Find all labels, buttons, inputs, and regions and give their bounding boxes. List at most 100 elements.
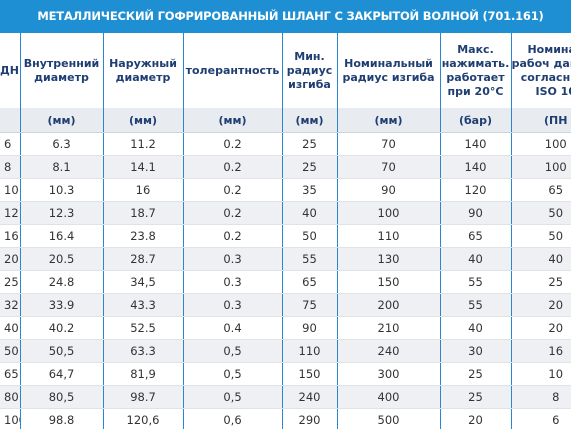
data-cell: 10 [0, 178, 20, 202]
data-cell: 52.5 [102, 316, 183, 340]
data-row: 20 20.5 28.7 0.3 55 130 40 40 [0, 247, 571, 271]
data-cell: 40 [439, 247, 511, 271]
data-cell: 0,6 [182, 408, 282, 429]
data-cell: 55 [439, 270, 511, 294]
header-cell: Номинал рабоч давлен согласн EN ISO 10 [510, 33, 571, 108]
data-cell: 6 [510, 408, 571, 429]
data-cell: 290 [281, 408, 337, 429]
data-cell: 23.8 [102, 224, 183, 248]
data-cell: 10 [510, 362, 571, 386]
data-cell: 100 [336, 201, 440, 225]
data-cell: 50 [0, 339, 20, 363]
data-cell: 28.7 [102, 247, 183, 271]
data-cell: 12.3 [19, 201, 103, 225]
data-cell: 100 [510, 155, 571, 179]
data-row: 16 16.4 23.8 0.2 50 110 65 50 [0, 224, 571, 248]
data-cell: 0.2 [182, 201, 282, 225]
data-cell: 50,5 [19, 339, 103, 363]
data-row: 80 80,5 98.7 0,5 240 400 25 8 [0, 385, 571, 409]
data-cell: 90 [281, 316, 337, 340]
data-cell: 65 [281, 270, 337, 294]
data-cell: 65 [439, 224, 511, 248]
data-cell: 70 [336, 155, 440, 179]
data-cell: 16 [0, 224, 20, 248]
unit-cell [0, 108, 20, 133]
data-cell: 90 [439, 201, 511, 225]
header-cell: Наружный диаметр [102, 33, 183, 108]
header-cell: Внутренний диаметр [19, 33, 103, 108]
unit-cell: (мм) [281, 108, 337, 133]
data-cell: 120,6 [102, 408, 183, 429]
header-cell: ДН [0, 63, 20, 77]
data-cell: 0.2 [182, 178, 282, 202]
units-row: (мм) (мм) (мм) (мм) (мм) (бар) (ПН [0, 108, 571, 133]
data-cell: 200 [336, 293, 440, 317]
data-cell: 0.3 [182, 293, 282, 317]
data-cell: 34,5 [102, 270, 183, 294]
data-cell: 40 [281, 201, 337, 225]
data-cell: 0.2 [182, 132, 282, 156]
unit-cell: (бар) [439, 108, 511, 133]
unit-cell: (мм) [102, 108, 183, 133]
unit-cell: (мм) [182, 108, 282, 133]
data-cell: 110 [281, 339, 337, 363]
data-cell: 0,5 [182, 339, 282, 363]
data-cell: 50 [510, 201, 571, 225]
data-row: 10 10.3 16 0.2 35 90 120 65 [0, 178, 571, 202]
data-cell: 65 [0, 362, 20, 386]
data-cell: 90 [336, 178, 440, 202]
data-cell: 240 [336, 339, 440, 363]
data-cell: 50 [510, 224, 571, 248]
data-cell: 120 [439, 178, 511, 202]
data-row: 12 12.3 18.7 0.2 40 100 90 50 [0, 201, 571, 225]
data-cell: 400 [336, 385, 440, 409]
data-cell: 10.3 [19, 178, 103, 202]
unit-cell: (мм) [336, 108, 440, 133]
data-cell: 25 [0, 270, 20, 294]
data-cell: 0.3 [182, 270, 282, 294]
data-cell: 6 [0, 132, 20, 156]
data-cell: 40 [510, 247, 571, 271]
data-row: 50 50,5 63.3 0,5 110 240 30 16 [0, 339, 571, 363]
data-row: 6 6.3 11.2 0.2 25 70 140 100 [0, 132, 571, 156]
data-cell: 130 [336, 247, 440, 271]
data-cell: 16 [102, 178, 183, 202]
data-cell: 25 [439, 362, 511, 386]
data-cell: 35 [281, 178, 337, 202]
data-cell: 240 [281, 385, 337, 409]
title-bar: МЕТАЛЛИЧЕСКИЙ ГОФРИРОВАННЫЙ ШЛАНГ С ЗАКР… [0, 0, 571, 33]
data-cell: 11.2 [102, 132, 183, 156]
data-cell: 55 [439, 293, 511, 317]
data-cell: 300 [336, 362, 440, 386]
data-cell: 65 [510, 178, 571, 202]
data-cell: 0.4 [182, 316, 282, 340]
header-row: ДН Внутренний диаметр Наружный диаметр толе… [0, 33, 571, 108]
data-row: 25 24.8 34,5 0.3 65 150 55 25 [0, 270, 571, 294]
data-cell: 25 [281, 132, 337, 156]
data-cell: 64,7 [19, 362, 103, 386]
data-cell: 80,5 [19, 385, 103, 409]
data-cell: 0,5 [182, 362, 282, 386]
data-cell: 110 [336, 224, 440, 248]
data-cell: 63.3 [102, 339, 183, 363]
data-cell: 8.1 [19, 155, 103, 179]
data-row: 32 33.9 43.3 0.3 75 200 55 20 [0, 293, 571, 317]
header-cell: Мин. радиус изгиба [281, 33, 337, 108]
header-cell: толерантность [182, 33, 282, 108]
data-cell: 81,9 [102, 362, 183, 386]
data-row: 40 40.2 52.5 0.4 90 210 40 20 [0, 316, 571, 340]
data-cell: 43.3 [102, 293, 183, 317]
data-cell: 25 [510, 270, 571, 294]
data-cell: 25 [281, 155, 337, 179]
data-cell: 50 [281, 224, 337, 248]
data-cell: 140 [439, 155, 511, 179]
header-cell: Номинальный радиус изгиба [336, 33, 440, 108]
data-cell: 20 [439, 408, 511, 429]
header-cell: Макс. нажимать. работает при 20°C [439, 33, 511, 108]
data-cell: 140 [439, 132, 511, 156]
data-cell: 0.3 [182, 247, 282, 271]
data-cell: 40 [439, 316, 511, 340]
data-cell: 210 [336, 316, 440, 340]
